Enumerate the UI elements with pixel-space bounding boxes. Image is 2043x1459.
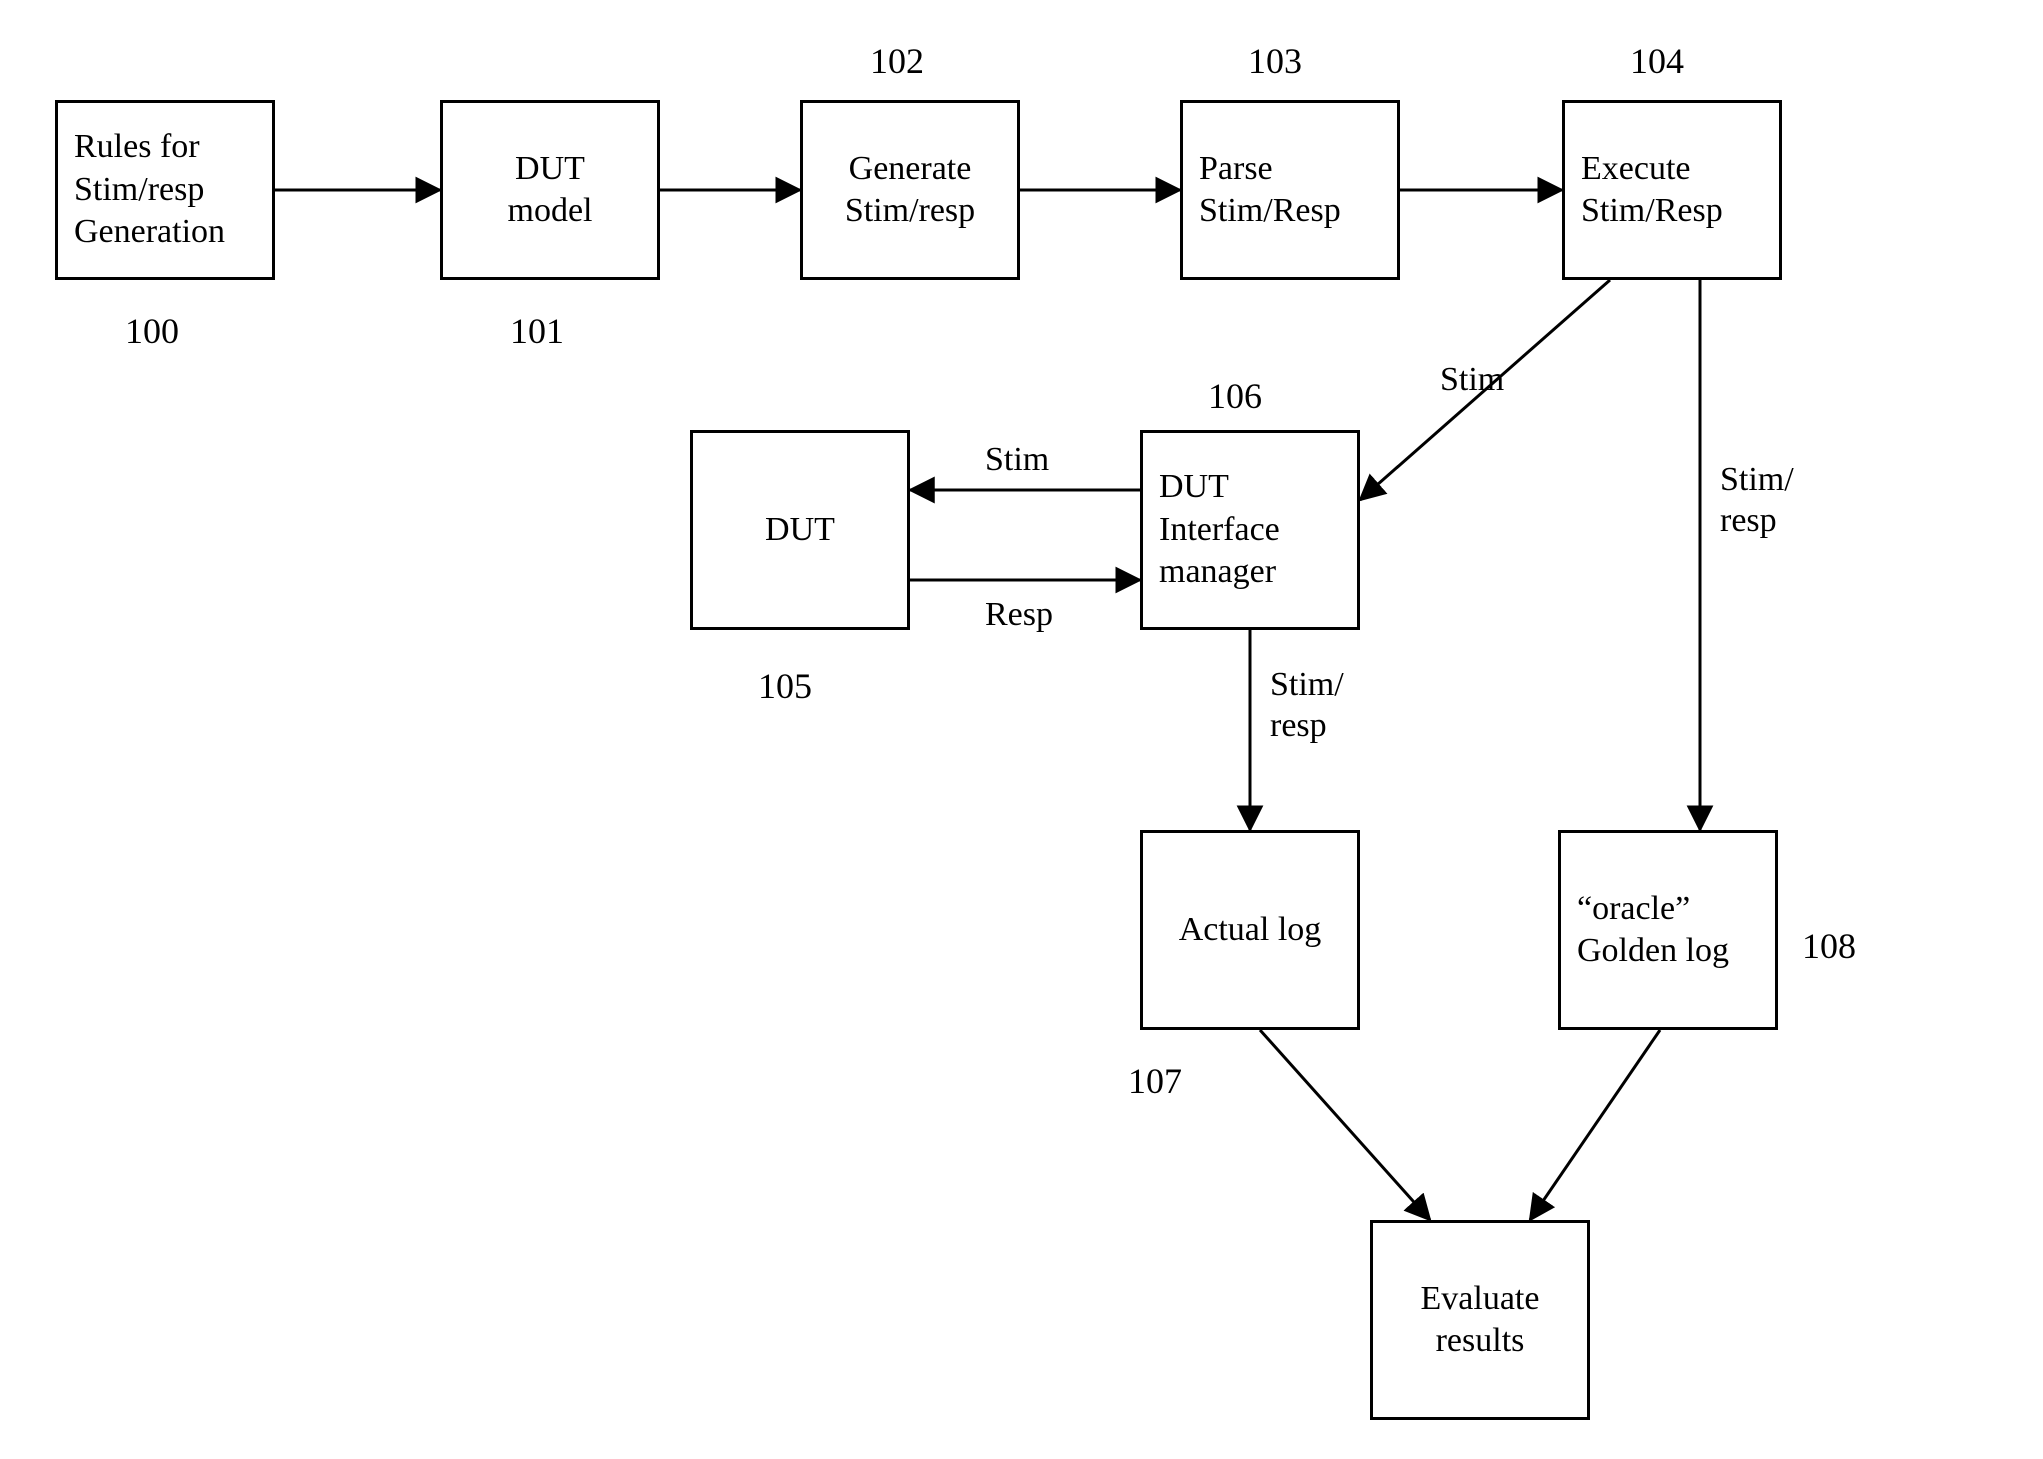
node-n101: DUT model — [440, 100, 660, 280]
node-label: Generate Stim/resp — [845, 148, 975, 233]
node-label: Actual log — [1179, 909, 1322, 952]
node-n105: DUT — [690, 430, 910, 630]
ref-label-103: 103 — [1248, 40, 1302, 82]
edge-label: Resp — [985, 595, 1053, 636]
ref-label-106: 106 — [1208, 375, 1262, 417]
node-n108: “oracle” Golden log — [1558, 830, 1778, 1030]
node-n103: Parse Stim/Resp — [1180, 100, 1400, 280]
ref-label-100: 100 — [125, 310, 179, 352]
edge-n107-n109 — [1260, 1030, 1430, 1220]
node-label: Evaluate results — [1421, 1278, 1540, 1363]
edge-label: Stim — [1440, 360, 1504, 401]
node-n109: Evaluate results — [1370, 1220, 1590, 1420]
edge-label: Stim/ resp — [1720, 460, 1794, 542]
ref-label-104: 104 — [1630, 40, 1684, 82]
node-label: Parse Stim/Resp — [1199, 148, 1341, 233]
node-n104: Execute Stim/Resp — [1562, 100, 1782, 280]
node-n100: Rules for Stim/resp Generation — [55, 100, 275, 280]
ref-label-108: 108 — [1802, 925, 1856, 967]
node-label: DUT Interface manager — [1159, 466, 1280, 594]
ref-label-102: 102 — [870, 40, 924, 82]
ref-label-105: 105 — [758, 665, 812, 707]
node-label: Rules for Stim/resp Generation — [74, 126, 225, 254]
ref-label-107: 107 — [1128, 1060, 1182, 1102]
edge-n108-n109 — [1530, 1030, 1660, 1220]
node-n107: Actual log — [1140, 830, 1360, 1030]
node-n102: Generate Stim/resp — [800, 100, 1020, 280]
edge-label: Stim/ resp — [1270, 665, 1344, 747]
edge-label: Stim — [985, 440, 1049, 481]
node-n106: DUT Interface manager — [1140, 430, 1360, 630]
node-label: DUT model — [508, 148, 593, 233]
node-label: “oracle” Golden log — [1577, 888, 1729, 973]
node-label: Execute Stim/Resp — [1581, 148, 1723, 233]
ref-label-101: 101 — [510, 310, 564, 352]
flowchart-canvas: Rules for Stim/resp Generation 100 DUT mod… — [0, 0, 2043, 1459]
node-label: DUT — [765, 509, 835, 552]
